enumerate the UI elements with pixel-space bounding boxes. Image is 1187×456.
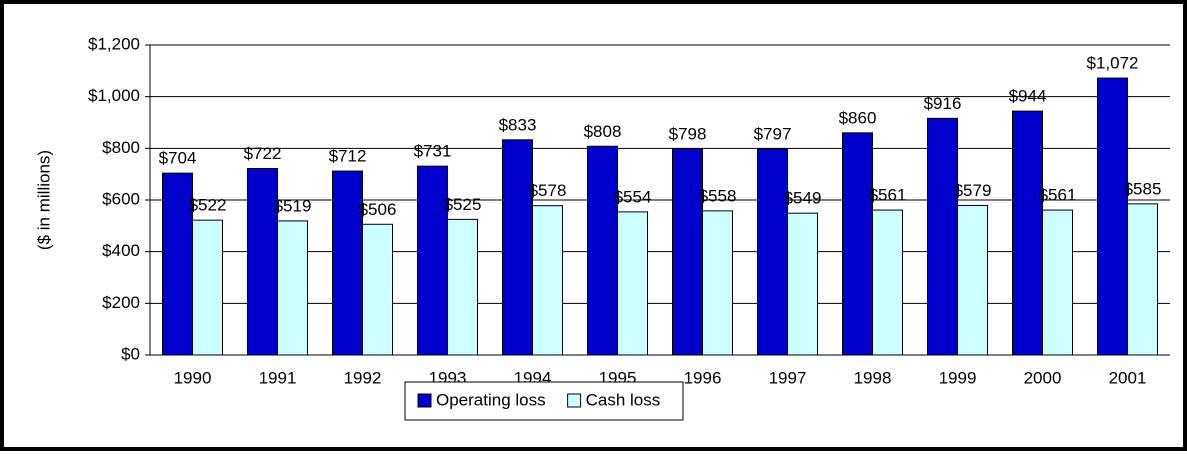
y-tick-label: $1,000 bbox=[88, 86, 140, 105]
x-tick-label: 1999 bbox=[939, 368, 977, 387]
bar bbox=[617, 211, 648, 356]
bar bbox=[1097, 77, 1128, 356]
y-tick-label: $800 bbox=[102, 138, 140, 157]
value-label: $722 bbox=[244, 144, 282, 163]
x-tick-label: 2001 bbox=[1109, 368, 1147, 387]
bar bbox=[1012, 110, 1043, 356]
bar bbox=[757, 148, 788, 356]
value-label: $731 bbox=[414, 142, 452, 161]
legend-swatch bbox=[567, 393, 582, 408]
value-label: $519 bbox=[274, 196, 312, 215]
value-label: $944 bbox=[1009, 87, 1047, 106]
x-tick-label: 1996 bbox=[684, 368, 722, 387]
bar bbox=[957, 204, 988, 356]
x-tick-label: 1992 bbox=[344, 368, 382, 387]
value-label: $860 bbox=[839, 108, 877, 127]
value-label: $579 bbox=[954, 181, 992, 200]
bar bbox=[502, 139, 533, 356]
legend-swatch bbox=[417, 393, 432, 408]
legend-label: Operating loss bbox=[436, 390, 546, 409]
x-tick-label: 1998 bbox=[854, 368, 892, 387]
x-tick-label: 1997 bbox=[769, 368, 807, 387]
value-label: $554 bbox=[614, 187, 652, 206]
bar bbox=[277, 220, 308, 356]
y-axis-label: ($ in millions) bbox=[34, 150, 53, 250]
bar bbox=[332, 170, 363, 356]
bar bbox=[532, 205, 563, 356]
value-label: $704 bbox=[159, 149, 197, 168]
bar bbox=[1042, 209, 1073, 356]
bar bbox=[872, 209, 903, 356]
bar bbox=[417, 165, 448, 356]
bar bbox=[927, 117, 958, 356]
value-label: $525 bbox=[444, 195, 482, 214]
bar bbox=[702, 210, 733, 356]
bar bbox=[672, 148, 703, 356]
value-label: $712 bbox=[329, 147, 367, 166]
y-tick-label: $0 bbox=[121, 344, 140, 363]
value-label: $833 bbox=[499, 115, 537, 134]
y-tick-label: $1,200 bbox=[88, 34, 140, 53]
legend-label: Cash loss bbox=[586, 390, 661, 409]
value-label: $561 bbox=[1039, 186, 1077, 205]
x-tick-label: 1991 bbox=[259, 368, 297, 387]
bar bbox=[192, 219, 223, 356]
value-label: $549 bbox=[784, 189, 822, 208]
bar bbox=[362, 223, 393, 356]
bar bbox=[247, 167, 278, 356]
bar bbox=[842, 132, 873, 356]
x-tick-label: 2000 bbox=[1024, 368, 1062, 387]
bar bbox=[447, 218, 478, 356]
value-label: $578 bbox=[529, 181, 567, 200]
y-tick-label: $400 bbox=[102, 241, 140, 260]
bar bbox=[787, 212, 818, 356]
y-tick-label: $600 bbox=[102, 189, 140, 208]
value-label: $1,072 bbox=[1087, 54, 1139, 73]
value-label: $561 bbox=[869, 186, 907, 205]
bar bbox=[587, 145, 618, 356]
legend-box bbox=[404, 381, 684, 421]
y-tick-label: $200 bbox=[102, 293, 140, 312]
value-label: $808 bbox=[584, 122, 622, 141]
value-label: $798 bbox=[669, 124, 707, 143]
x-tick-label: 1990 bbox=[174, 368, 212, 387]
value-label: $558 bbox=[699, 186, 737, 205]
value-label: $916 bbox=[924, 94, 962, 113]
bar bbox=[1127, 203, 1158, 356]
value-label: $797 bbox=[754, 125, 792, 144]
value-label: $585 bbox=[1124, 179, 1162, 198]
value-label: $506 bbox=[359, 200, 397, 219]
value-label: $522 bbox=[189, 196, 227, 215]
